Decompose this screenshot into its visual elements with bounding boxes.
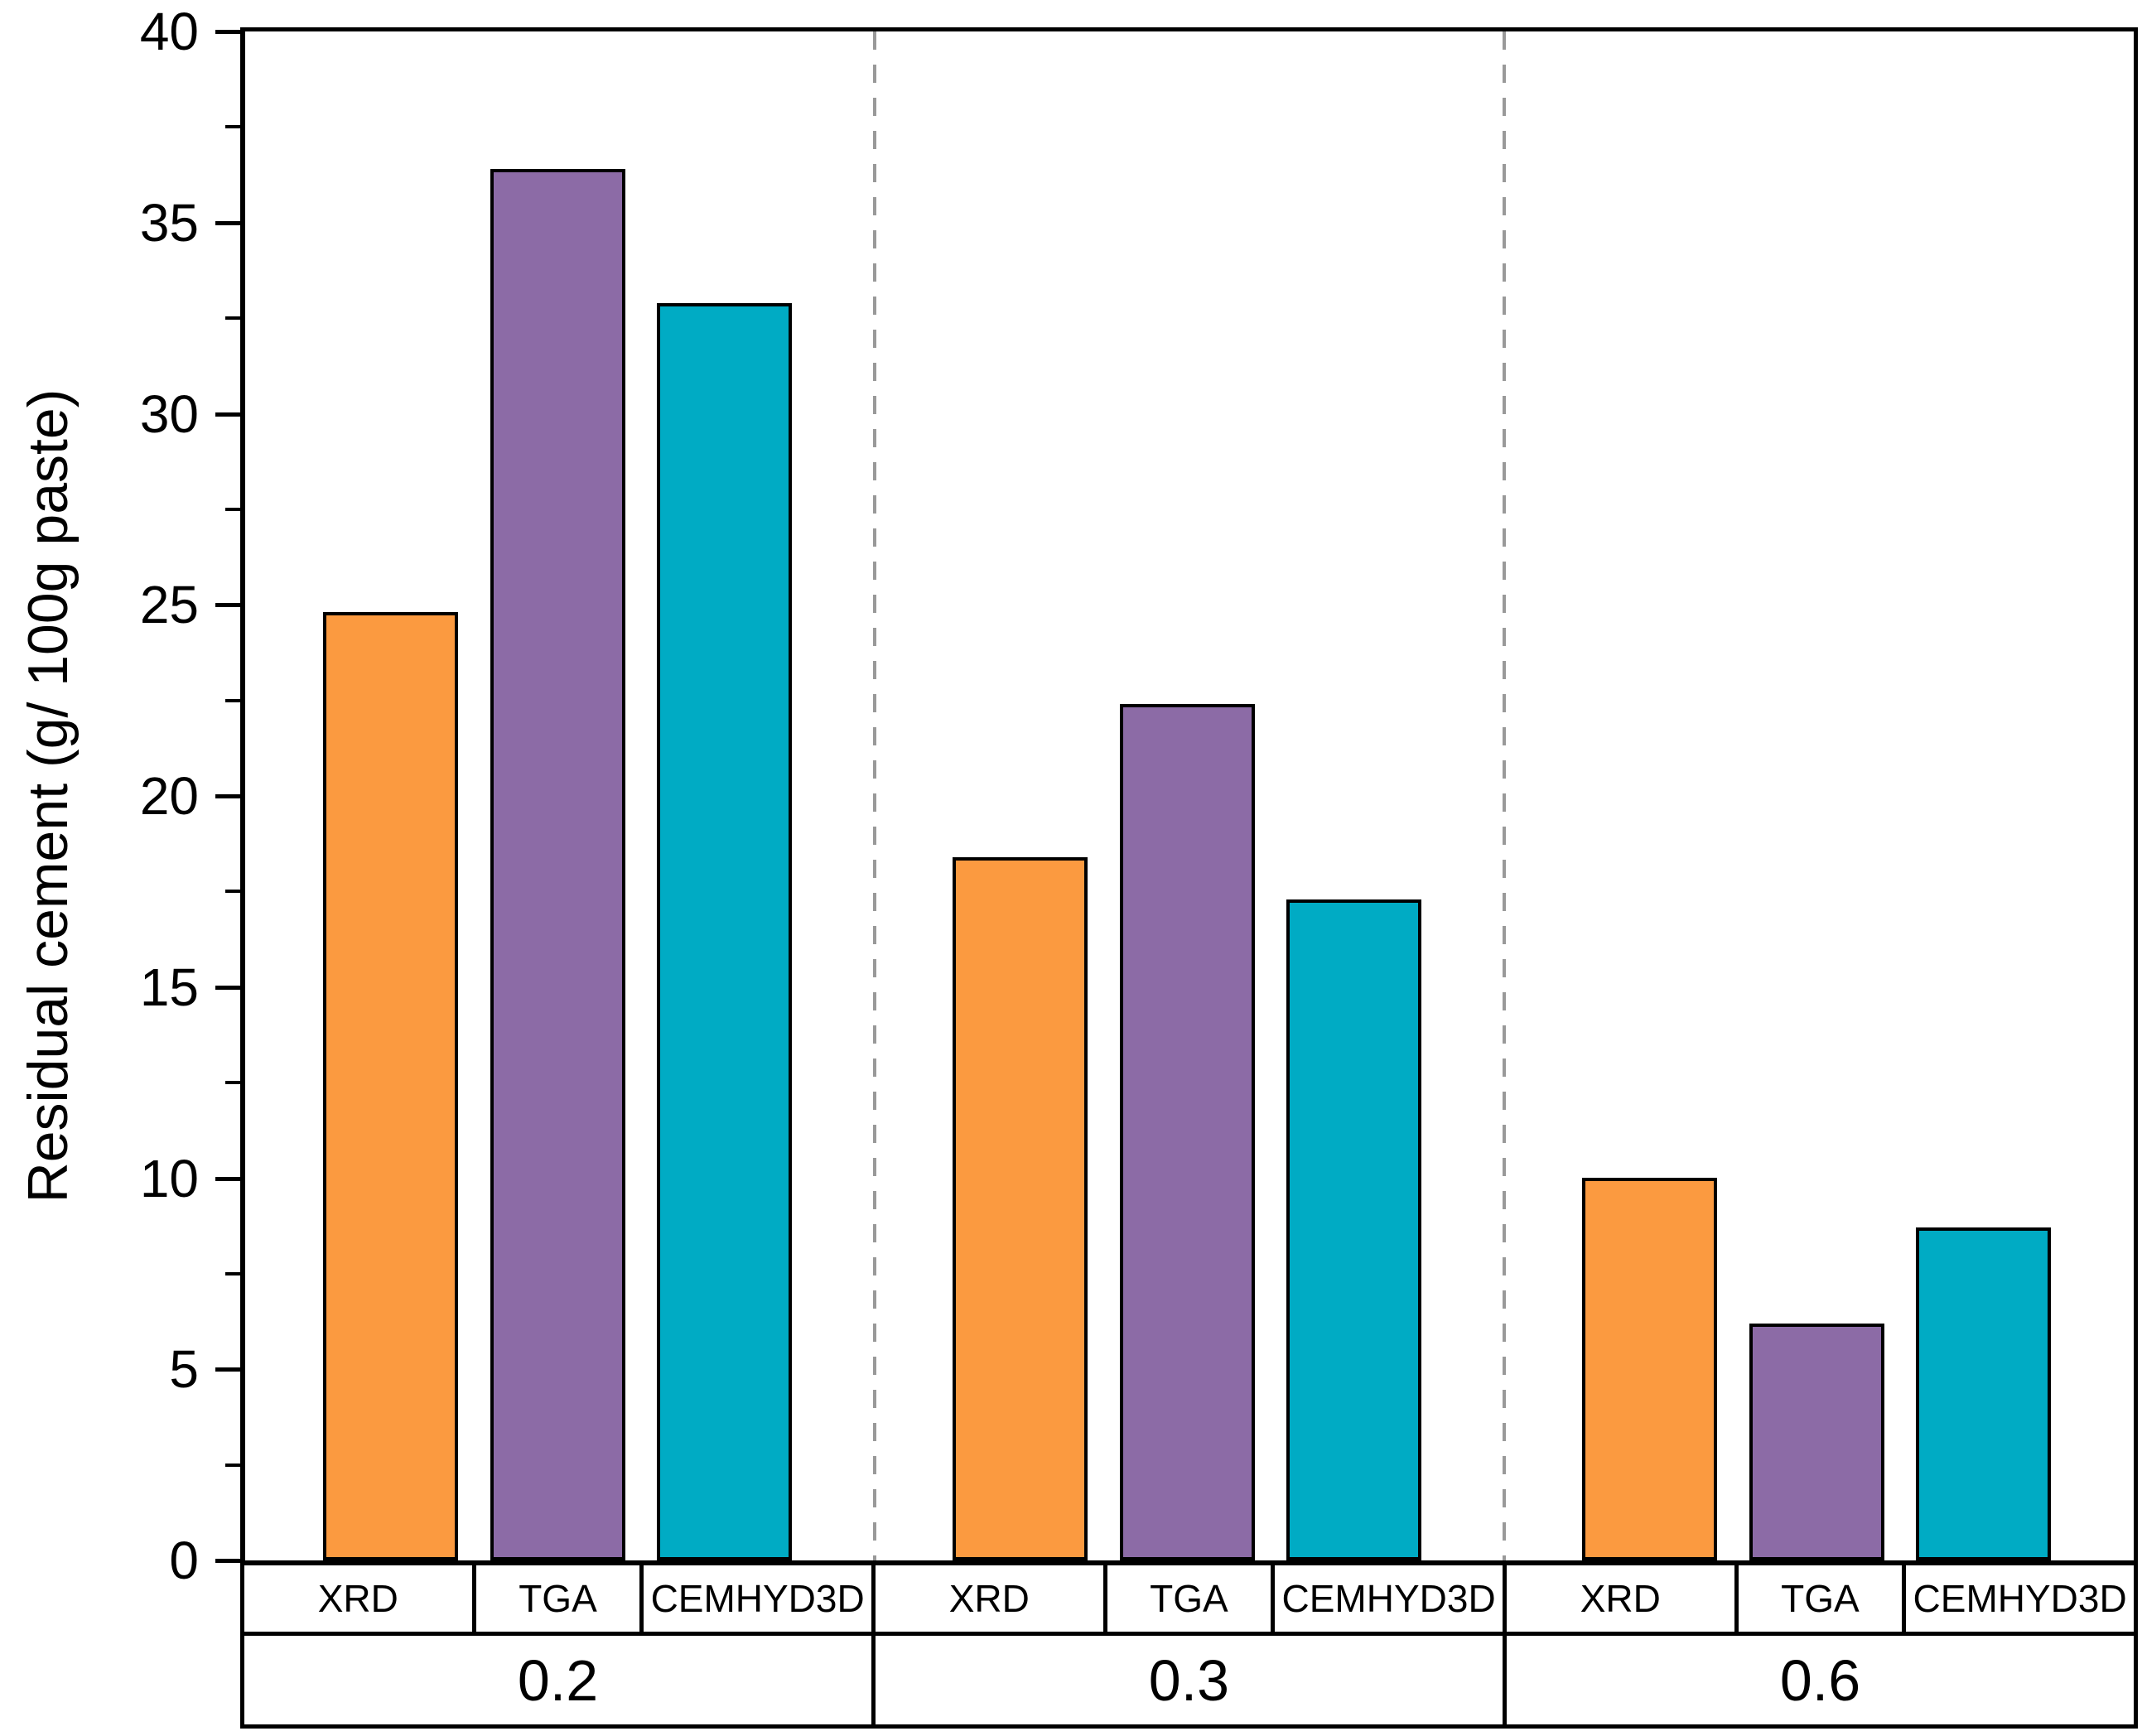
method-label-cell-TGA-0.6: TGA xyxy=(1734,1560,1907,1636)
y-axis-major-tick xyxy=(215,794,240,798)
method-label-cell-XRD-0.3: XRD xyxy=(871,1560,1107,1636)
plot-inner xyxy=(215,30,2134,1563)
y-axis-major-tick xyxy=(215,1559,240,1563)
y-axis-major-tick xyxy=(215,220,240,225)
y-tick-label-0: 0 xyxy=(169,1531,199,1590)
method-label-cell-CEMHYD3D-0.3: CEMHYD3D xyxy=(1271,1560,1507,1636)
y-axis-minor-tick xyxy=(225,698,240,702)
y-axis-major-tick xyxy=(215,1367,240,1372)
method-label-cell-CEMHYD3D-0.6: CEMHYD3D xyxy=(1902,1560,2138,1636)
group-label-cell-0.2: 0.2 xyxy=(240,1632,876,1729)
y-axis-minor-tick xyxy=(225,316,240,321)
group-separator-dashed-line xyxy=(1503,31,1506,1560)
bar-group-0.2 xyxy=(245,31,875,1560)
y-axis-major-tick xyxy=(215,412,240,417)
method-label-row: XRD TGA CEMHYD3D XRD TGA CEMHYD3D XRD TGA CEMHYD… xyxy=(240,1560,2138,1636)
y-tick-label-5: 5 xyxy=(169,1339,199,1400)
bar-CEMHYD3D-0.2 xyxy=(657,303,793,1560)
y-axis-minor-tick xyxy=(225,1463,240,1467)
method-label-cell-CEMHYD3D-0.2: CEMHYD3D xyxy=(639,1560,876,1636)
bar-group-0.3 xyxy=(875,31,1504,1560)
y-tick-label-10: 10 xyxy=(139,1148,199,1208)
bar-XRD-0.6 xyxy=(1581,1178,1717,1560)
bar-CEMHYD3D-0.6 xyxy=(1916,1227,2052,1560)
y-axis-major-tick xyxy=(215,1176,240,1181)
y-tick-label-20: 20 xyxy=(139,766,199,826)
group-separator-dashed-line xyxy=(873,31,876,1560)
group-label-cell-0.6: 0.6 xyxy=(1502,1632,2139,1729)
y-axis-minor-tick xyxy=(225,1081,240,1085)
y-tick-label-15: 15 xyxy=(139,957,199,1017)
group-label-cell-0.3: 0.3 xyxy=(871,1632,1507,1729)
bar-XRD-0.2 xyxy=(322,612,458,1560)
method-label-cell-TGA-0.3: TGA xyxy=(1102,1560,1276,1636)
y-axis-minor-tick xyxy=(225,1271,240,1275)
y-tick-label-40: 40 xyxy=(139,2,199,61)
y-axis-minor-tick xyxy=(225,125,240,129)
y-tick-label-35: 35 xyxy=(139,192,199,253)
bar-CEMHYD3D-0.3 xyxy=(1286,899,1422,1560)
y-axis-major-tick xyxy=(215,30,240,34)
y-axis-major-tick xyxy=(215,603,240,608)
plot-area xyxy=(215,27,2138,1565)
group-label-row: 0.2 0.3 0.6 xyxy=(240,1632,2139,1729)
method-label-cell-XRD-0.6: XRD xyxy=(1502,1560,1739,1636)
y-tick-label-25: 25 xyxy=(139,575,199,635)
bar-TGA-0.2 xyxy=(490,169,625,1560)
bar-XRD-0.3 xyxy=(952,857,1088,1560)
method-label-cell-TGA-0.2: TGA xyxy=(471,1560,644,1636)
y-tick-label-30: 30 xyxy=(139,383,199,444)
bar-group-0.6 xyxy=(1504,31,2134,1560)
bar-TGA-0.3 xyxy=(1119,704,1255,1560)
x-axis-category-table: XRD TGA CEMHYD3D XRD TGA CEMHYD3D XRD TGA CEMHYD… xyxy=(240,1560,2139,1729)
bar-TGA-0.6 xyxy=(1749,1324,1884,1560)
method-label-cell-XRD-0.2: XRD xyxy=(240,1560,476,1636)
y-axis-minor-tick xyxy=(225,507,240,511)
y-axis-major-tick xyxy=(215,985,240,990)
y-axis-minor-tick xyxy=(225,890,240,894)
